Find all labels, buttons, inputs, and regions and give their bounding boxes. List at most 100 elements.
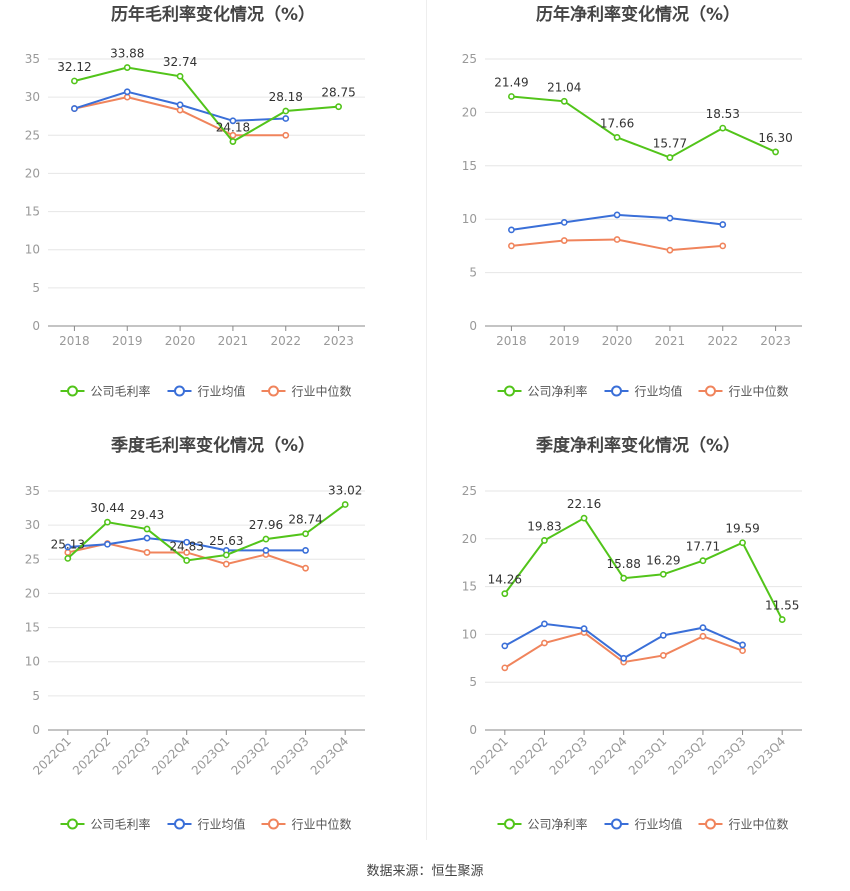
x-tick-label: 2023Q1 (626, 734, 670, 778)
legend-item: 行业均值 (167, 384, 246, 399)
data-point (739, 641, 746, 649)
legend-label: 行业均值 (635, 817, 683, 832)
data-point (541, 537, 548, 544)
legend-item: 行业均值 (167, 817, 246, 832)
legend-label: 行业中位数 (729, 817, 789, 832)
chart-panel-2: 历年净利率变化情况（%） 0 5 10 15 20 25 2018 2019 2020 2021 20… (462, 4, 802, 399)
data-point (659, 570, 667, 578)
legend-item: 行业中位数 (261, 817, 352, 832)
legend-label: 公司净利率 (528, 817, 588, 832)
data-point (183, 557, 191, 564)
data-label: 22.16 (567, 497, 601, 511)
data-label: 19.59 (725, 522, 759, 536)
data-point (778, 616, 786, 623)
data-point (123, 93, 131, 101)
legend-label: 行业均值 (198, 384, 246, 399)
data-point (64, 554, 72, 562)
y-tick-label: 25 (25, 128, 40, 142)
data-label: 11.55 (765, 599, 799, 613)
data-point (719, 221, 727, 228)
data-point (772, 148, 779, 156)
x-tick-label: 2022Q1 (30, 734, 74, 778)
legend-item: 公司毛利率 (60, 817, 151, 832)
x-tick-label: 2023Q2 (665, 734, 709, 778)
data-label: 28.75 (321, 86, 355, 100)
data-point (666, 246, 674, 254)
data-label: 27.96 (249, 518, 283, 532)
data-point (580, 625, 588, 633)
data-label: 33.88 (110, 47, 144, 61)
y-tick-label: 20 (462, 105, 477, 119)
data-point (699, 624, 707, 632)
legend-item: 行业均值 (604, 384, 683, 399)
y-tick-label: 15 (25, 205, 40, 219)
data-point (64, 543, 72, 551)
legend-item: 行业中位数 (261, 384, 352, 399)
x-tick-label: 2022Q2 (70, 734, 114, 778)
legend-marker (705, 818, 716, 830)
data-point (508, 226, 515, 234)
data-point (302, 547, 309, 554)
legend-marker (268, 818, 279, 830)
data-label: 19.83 (527, 519, 561, 533)
legend-marker (611, 385, 622, 397)
data-point (229, 138, 237, 145)
data-point (104, 540, 111, 548)
legend-item: 行业中位数 (698, 384, 789, 399)
data-point (560, 237, 568, 244)
chart-title: 季度毛利率变化情况（%） (111, 435, 315, 456)
data-point (282, 115, 290, 122)
x-tick-label: 2019 (549, 334, 580, 348)
x-tick-label: 2022Q3 (110, 734, 154, 778)
legend-marker (67, 385, 78, 397)
x-tick-label: 2022Q2 (507, 734, 551, 778)
data-point (739, 647, 746, 655)
legend-marker (705, 385, 716, 397)
series-line (511, 95, 776, 159)
data-point (262, 535, 270, 543)
legend-marker (174, 385, 185, 397)
data-point (719, 124, 727, 132)
x-tick-label: 2019 (112, 334, 143, 348)
legend-label: 行业中位数 (292, 384, 352, 399)
data-point (183, 549, 191, 556)
data-point (541, 639, 548, 647)
y-tick-label: 0 (32, 319, 40, 333)
data-point (71, 77, 78, 85)
data-point (699, 557, 707, 565)
x-tick-label: 2022Q1 (467, 734, 511, 778)
y-tick-label: 5 (469, 675, 477, 689)
data-point (560, 97, 568, 105)
data-label: 16.30 (758, 131, 792, 145)
data-point (143, 534, 151, 542)
x-tick-label: 2023 (760, 334, 791, 348)
legend-label: 行业中位数 (729, 384, 789, 399)
y-tick-label: 25 (462, 52, 477, 66)
data-point (613, 236, 621, 243)
data-point (508, 242, 515, 250)
data-point (282, 131, 290, 139)
data-point (739, 539, 746, 547)
legend-label: 行业均值 (198, 817, 246, 832)
x-tick-label: 2023Q4 (745, 734, 789, 778)
y-tick-label: 15 (25, 621, 40, 635)
y-tick-label: 25 (462, 484, 477, 498)
data-point (282, 107, 290, 115)
data-point (541, 620, 548, 628)
legend-label: 行业均值 (635, 384, 683, 399)
data-label: 28.74 (288, 513, 322, 527)
y-tick-label: 10 (462, 212, 477, 226)
data-point (501, 642, 509, 650)
legend-item: 公司净利率 (497, 384, 588, 399)
data-point (699, 632, 707, 640)
data-point (341, 501, 349, 508)
series-line (74, 66, 339, 143)
data-point (104, 518, 111, 526)
data-point (501, 664, 509, 672)
legend-marker (504, 818, 515, 830)
legend-label: 公司毛利率 (91, 384, 151, 399)
y-tick-label: 0 (469, 723, 477, 737)
data-point (659, 652, 667, 659)
data-point (71, 105, 78, 112)
